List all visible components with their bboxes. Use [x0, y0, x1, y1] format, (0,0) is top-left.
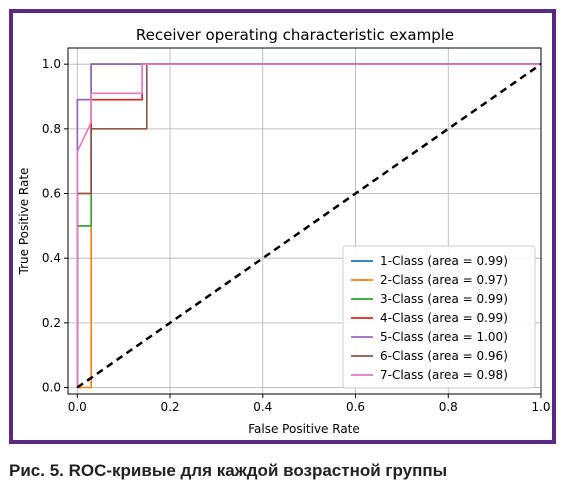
legend-label-class-7: 7-Class (area = 0.98): [380, 368, 508, 382]
axis-ticks: 0.0 0.2 0.4 0.6 0.8 1.0 0.0 0.2 0.4 0.6 0.8 1.0: [42, 57, 551, 414]
y-tick-label: 0.2: [42, 316, 61, 330]
legend-label-class-4: 4-Class (area = 0.99): [380, 311, 508, 325]
y-tick-label: 1.0: [42, 57, 61, 71]
chart-title: Receiver operating characteristic exampl…: [136, 26, 454, 44]
grid: [68, 48, 542, 394]
x-tick-label: 0.4: [253, 400, 272, 414]
roc-chart: Receiver operating characteristic exampl…: [17, 26, 551, 436]
figure-caption: Рис. 5. ROC-кривые для каждой возрастной…: [9, 461, 448, 480]
legend: 1-Class (area = 0.99) 2-Class (area = 0.9…: [342, 245, 536, 389]
y-tick-label: 0.0: [42, 381, 61, 395]
x-tick-label: 0.2: [160, 400, 179, 414]
legend-label-class-1: 1-Class (area = 0.99): [380, 254, 508, 268]
y-tick-label: 0.8: [42, 122, 61, 136]
roc-curve-class-7: [76, 63, 541, 388]
y-axis-label: True Positive Rate: [17, 168, 31, 276]
x-tick-label: 0.6: [346, 400, 365, 414]
y-tick-label: 0.4: [42, 251, 61, 265]
chance-diagonal: [76, 63, 542, 389]
legend-box: [342, 245, 536, 389]
roc-curves: [76, 63, 541, 389]
x-axis-label: False Positive Rate: [248, 422, 360, 436]
figure-frame: Receiver operating characteristic exampl…: [9, 9, 556, 444]
legend-label-class-5: 5-Class (area = 1.00): [380, 330, 508, 344]
legend-label-class-2: 2-Class (area = 0.97): [380, 273, 508, 287]
y-tick-label: 0.6: [42, 187, 61, 201]
legend-label-class-6: 6-Class (area = 0.96): [380, 349, 508, 363]
x-tick-label: 0.8: [439, 400, 458, 414]
x-tick-label: 0.0: [68, 400, 87, 414]
legend-label-class-3: 3-Class (area = 0.99): [380, 292, 508, 306]
x-tick-label: 1.0: [531, 400, 550, 414]
plot-border: [67, 47, 542, 395]
